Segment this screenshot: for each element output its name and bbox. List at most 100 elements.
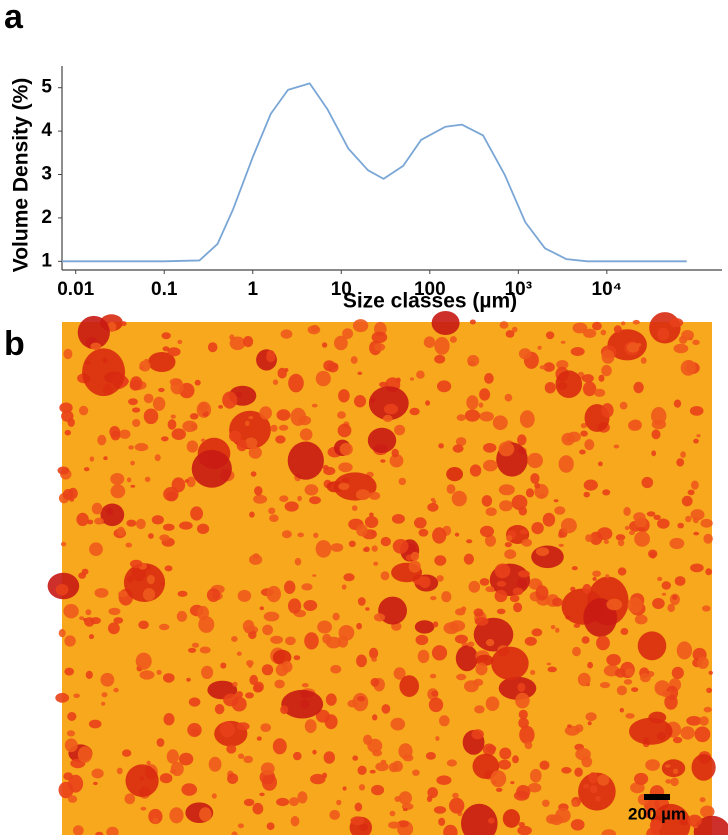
particle: [502, 809, 520, 828]
particle: [171, 428, 186, 441]
particle: [598, 461, 603, 467]
particle: [243, 336, 254, 348]
particle: [690, 509, 705, 521]
particle: [380, 571, 390, 581]
particle: [615, 534, 626, 541]
particle: [55, 692, 70, 703]
particle: [650, 803, 691, 840]
particle: [325, 636, 342, 649]
particle: [661, 690, 671, 697]
particle: [252, 802, 264, 815]
particle: [680, 360, 696, 376]
particle: [547, 666, 557, 673]
particle: [471, 729, 484, 740]
y-tick-label: 5: [41, 77, 52, 98]
particle: [645, 759, 660, 771]
particle: [391, 514, 405, 524]
particle: [88, 719, 102, 729]
particle: [364, 546, 370, 553]
particle: [623, 679, 633, 685]
particle: [164, 565, 173, 572]
particle: [454, 532, 460, 537]
particle: [338, 389, 350, 403]
particle: [321, 342, 328, 348]
particle: [58, 629, 66, 638]
particle: [64, 667, 74, 676]
particle: [581, 374, 594, 383]
particle: [703, 533, 713, 544]
particle: [178, 752, 194, 766]
particle: [700, 805, 715, 818]
particle: [665, 764, 671, 768]
particle: [140, 806, 147, 811]
particle: [672, 594, 678, 600]
particle: [238, 753, 245, 759]
particle: [397, 820, 409, 828]
particle: [419, 576, 431, 589]
particle: [297, 532, 305, 538]
particle: [85, 609, 92, 616]
particle: [518, 709, 528, 720]
particle: [414, 620, 435, 634]
particle: [101, 692, 108, 698]
particle: [494, 589, 508, 603]
particle: [469, 464, 482, 477]
particle: [598, 374, 605, 382]
particle: [97, 434, 107, 446]
particle: [315, 540, 332, 558]
particle: [388, 762, 399, 773]
particle: [379, 381, 388, 388]
particle: [425, 752, 436, 760]
particle: [372, 749, 383, 757]
particle: [128, 445, 134, 450]
particle: [524, 636, 537, 646]
particle: [499, 321, 509, 329]
particle: [587, 661, 593, 669]
particle: [481, 495, 493, 507]
particle: [485, 507, 497, 516]
particle: [518, 506, 527, 516]
particle: [627, 597, 643, 614]
particle: [272, 738, 287, 755]
particle: [546, 662, 552, 666]
particle: [118, 590, 128, 598]
particle: [416, 370, 425, 379]
particle: [412, 769, 420, 776]
particle: [293, 751, 302, 761]
particle: [248, 415, 254, 420]
particle: [154, 454, 161, 462]
particle: [354, 395, 366, 408]
particle: [336, 799, 342, 806]
particle: [312, 574, 317, 577]
particle: [101, 701, 106, 706]
particle: [370, 677, 380, 687]
particle: [415, 634, 429, 646]
particle: [163, 673, 175, 683]
particle: [123, 563, 166, 602]
particle: [389, 454, 404, 468]
particle: [330, 664, 342, 674]
panel-label: b: [4, 325, 25, 363]
particle: [517, 434, 527, 446]
particle: [483, 459, 498, 472]
particle: [544, 382, 556, 394]
particle: [672, 736, 683, 744]
particle: [136, 518, 146, 530]
particle: [402, 807, 408, 812]
particle: [499, 500, 513, 512]
particle: [670, 777, 679, 787]
particle: [357, 695, 366, 702]
particle: [243, 755, 253, 764]
particle: [570, 347, 585, 356]
particle: [687, 489, 695, 496]
particle: [63, 604, 79, 619]
particle: [365, 607, 370, 611]
particle: [626, 342, 640, 353]
particle: [211, 793, 217, 799]
particle: [699, 797, 706, 803]
particle: [680, 726, 695, 740]
particle: [599, 682, 611, 689]
particle: [572, 646, 581, 657]
particle: [619, 401, 628, 410]
particle: [266, 585, 281, 603]
